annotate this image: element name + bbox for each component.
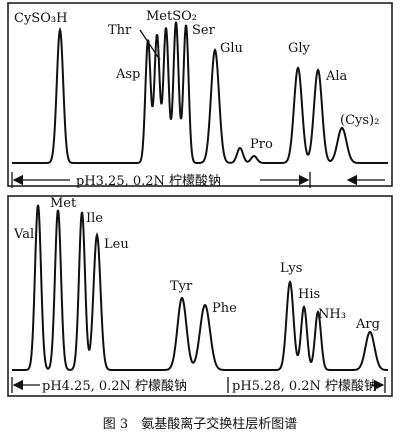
peak-label: Arg xyxy=(355,317,380,332)
peak-label: Ala xyxy=(325,69,348,84)
peak-label: Lys xyxy=(280,261,302,276)
peak-label: Leu xyxy=(104,237,129,252)
bottom-trace xyxy=(12,204,388,371)
peak-label: Thr xyxy=(108,23,132,38)
buffer-label: pH3.25, 0.2N 柠檬酸钠 xyxy=(76,174,221,189)
peak-label: His xyxy=(298,287,320,302)
peak-label: NH₃ xyxy=(318,307,346,322)
top-trace xyxy=(12,21,388,164)
peak-label: MetSO₂ xyxy=(146,9,197,24)
peak-label: Asp xyxy=(115,67,140,82)
top-frame xyxy=(7,2,393,187)
peak-label: Val xyxy=(13,227,34,242)
peak-label: Glu xyxy=(220,41,243,56)
peak-label: Ser xyxy=(192,23,216,38)
peak-label: Met xyxy=(50,196,77,211)
peak-label: CySO₃H xyxy=(14,11,67,26)
peak-label: Tyr xyxy=(170,279,193,294)
peak-label: (Cys)₂ xyxy=(340,113,379,128)
peak-label: Pro xyxy=(250,137,273,152)
peak-label: Gly xyxy=(288,41,311,56)
peak-label: Phe xyxy=(212,301,237,316)
bottom-frame xyxy=(7,195,393,397)
buffer-label: pH4.25, 0.2N 柠檬酸钠 xyxy=(42,379,187,394)
buffer-label: pH5.28, 0.2N 柠檬酸钠 xyxy=(232,379,377,394)
pointer xyxy=(139,29,161,61)
peak-label: Ile xyxy=(86,211,103,226)
caption: 图 3 氨基酸离子交换柱层析图谱 xyxy=(103,416,297,432)
